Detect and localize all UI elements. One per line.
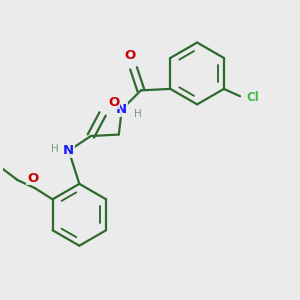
Text: N: N	[63, 144, 74, 157]
Text: H: H	[51, 144, 58, 154]
Text: O: O	[124, 49, 136, 62]
Text: O: O	[109, 96, 120, 109]
Text: O: O	[27, 172, 38, 184]
Text: H: H	[134, 109, 141, 119]
Text: N: N	[116, 103, 127, 116]
Text: Cl: Cl	[247, 91, 259, 104]
